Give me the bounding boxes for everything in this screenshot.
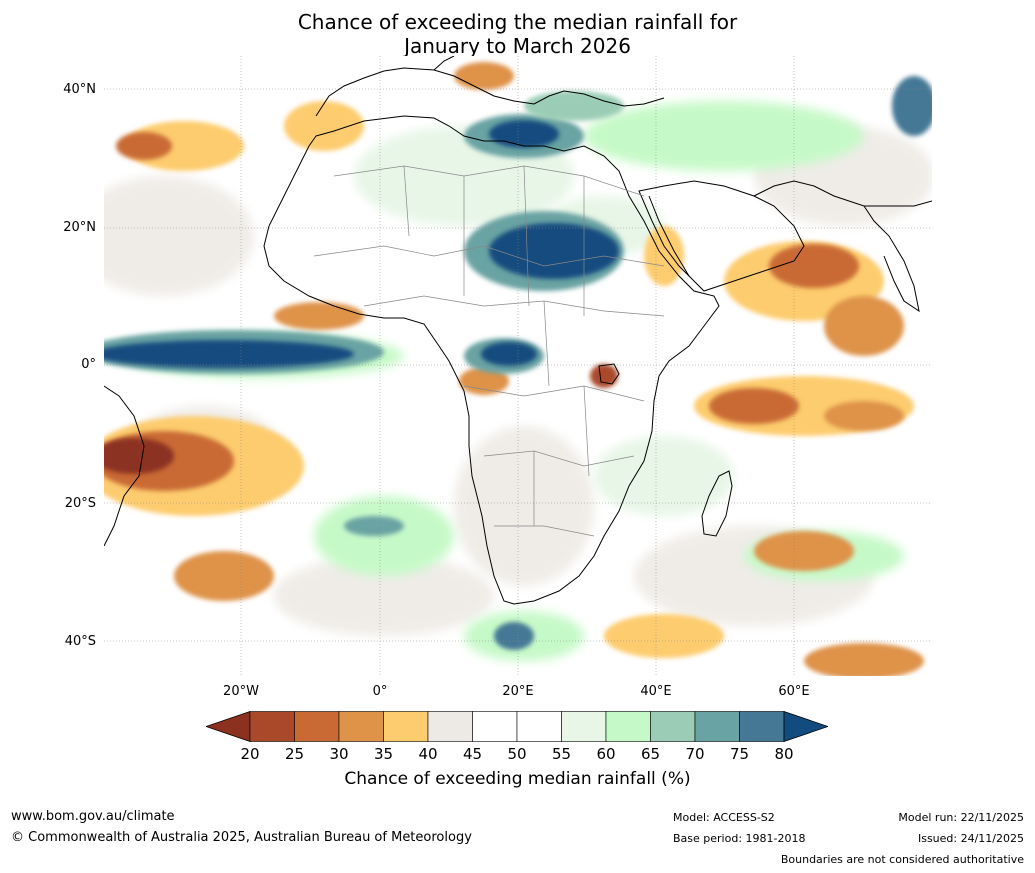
graticule xyxy=(104,56,932,676)
lon-label-20w: 20°W xyxy=(223,684,259,699)
colorbar-tick-label: 55 xyxy=(551,745,572,763)
model-run-date: Model run: 22/11/2025 xyxy=(898,811,1024,824)
colorbar-segment xyxy=(472,711,518,742)
chart-title: Chance of exceeding the median rainfall … xyxy=(0,10,1035,58)
issued-date: Issued: 24/11/2025 xyxy=(917,832,1024,845)
colorbar-segment xyxy=(294,711,340,742)
colorbar-tick-label: 25 xyxy=(284,745,305,763)
boundary-disclaimer: Boundaries are not considered authoritat… xyxy=(780,853,1024,866)
base-period: Base period: 1981-2018 xyxy=(673,832,806,845)
title-line-2: January to March 2026 xyxy=(404,34,631,58)
colorbar-tick-label: 70 xyxy=(685,745,705,763)
country-borders xyxy=(313,165,665,537)
colorbar-segment xyxy=(561,711,607,742)
colorbar-svg xyxy=(204,710,830,743)
lat-label-20n: 20°N xyxy=(63,220,96,235)
colorbar-segment xyxy=(338,711,384,742)
colorbar-tick-label: 80 xyxy=(774,745,794,763)
lat-label-20s: 20°S xyxy=(64,496,96,511)
colorbar-tick-label: 60 xyxy=(596,745,616,763)
colorbar-segment xyxy=(383,711,429,742)
colorbar-tick-label: 75 xyxy=(729,745,750,763)
lat-label-0: 0° xyxy=(81,357,96,372)
colorbar-segment xyxy=(694,711,740,742)
colorbar-title: Chance of exceeding median rainfall (%) xyxy=(344,769,691,789)
map-svg xyxy=(104,56,932,676)
colorbar-segment xyxy=(650,711,696,742)
website-link[interactable]: www.bom.gov.au/climate xyxy=(11,809,175,824)
colorbar-legend xyxy=(204,710,830,743)
colorbar-under-arrow xyxy=(204,710,251,743)
colorbar-tick-label: 40 xyxy=(418,745,438,763)
title-line-1: Chance of exceeding the median rainfall … xyxy=(297,10,738,34)
colorbar-segment xyxy=(739,711,785,742)
coastlines xyxy=(104,56,932,605)
colorbar-segment xyxy=(427,711,473,742)
colorbar-segment xyxy=(605,711,651,742)
lon-label-60e: 60°E xyxy=(778,684,810,699)
colorbar-tick-label: 65 xyxy=(640,745,661,763)
colorbar-tick-label: 35 xyxy=(373,745,394,763)
copyright-text: © Commonwealth of Australia 2025, Austra… xyxy=(11,830,472,845)
colorbar-segment xyxy=(249,711,295,742)
colorbar-over-arrow xyxy=(783,710,830,743)
forecast-map xyxy=(104,56,932,676)
colorbar-tick-label: 45 xyxy=(462,745,483,763)
lon-label-0: 0° xyxy=(372,684,388,699)
colorbar-tick-label: 30 xyxy=(329,745,349,763)
lat-label-40s: 40°S xyxy=(64,634,96,649)
lon-label-40e: 40°E xyxy=(640,684,672,699)
lat-label-40n: 40°N xyxy=(63,82,96,97)
colorbar-tick-label: 50 xyxy=(507,745,527,763)
colorbar-tick-label: 20 xyxy=(240,745,260,763)
colorbar-segment xyxy=(516,711,562,742)
lon-label-20e: 20°E xyxy=(502,684,534,699)
model-name: Model: ACCESS-S2 xyxy=(673,811,775,824)
